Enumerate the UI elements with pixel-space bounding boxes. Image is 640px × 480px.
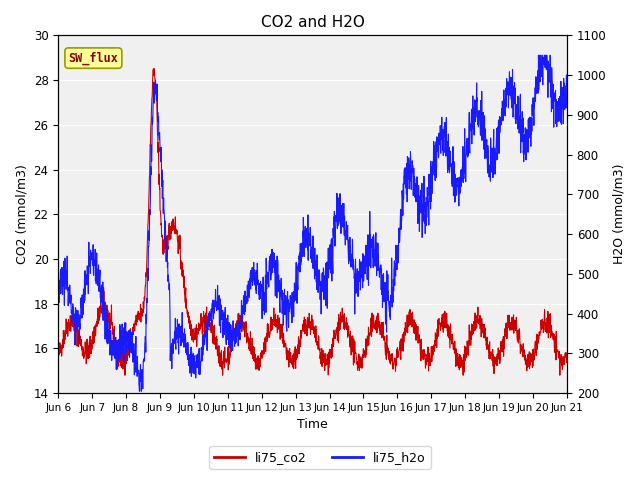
li75_co2 [549,335,557,341]
li75_h2o [289,315,296,321]
Y-axis label: CO2 (mmol/m3): CO2 (mmol/m3) [15,164,28,264]
li75_h2o [563,72,571,78]
li75_h2o [549,106,557,111]
li75_co2 [289,364,296,370]
li75_co2 [548,331,556,336]
li75_h2o [138,388,145,394]
li75_h2o [54,292,62,298]
li75_co2 [54,350,62,356]
li75_co2 [121,372,129,378]
li75_co2 [150,66,157,72]
li75_h2o [455,183,463,189]
li75_co2 [81,350,88,356]
li75_co2 [563,358,571,363]
X-axis label: Time: Time [297,419,328,432]
li75_co2 [302,323,310,329]
Y-axis label: H2O (mmol/m3): H2O (mmol/m3) [612,164,625,264]
Line: li75_co2: li75_co2 [58,69,567,375]
Legend: li75_co2, li75_h2o: li75_co2, li75_h2o [209,446,431,469]
li75_co2 [456,367,463,372]
Title: CO2 and H2O: CO2 and H2O [260,15,365,30]
Text: SW_flux: SW_flux [68,51,118,65]
li75_h2o [548,86,556,92]
li75_h2o [302,245,310,251]
Line: li75_h2o: li75_h2o [58,55,567,391]
li75_h2o [534,52,542,58]
li75_h2o [81,298,88,304]
